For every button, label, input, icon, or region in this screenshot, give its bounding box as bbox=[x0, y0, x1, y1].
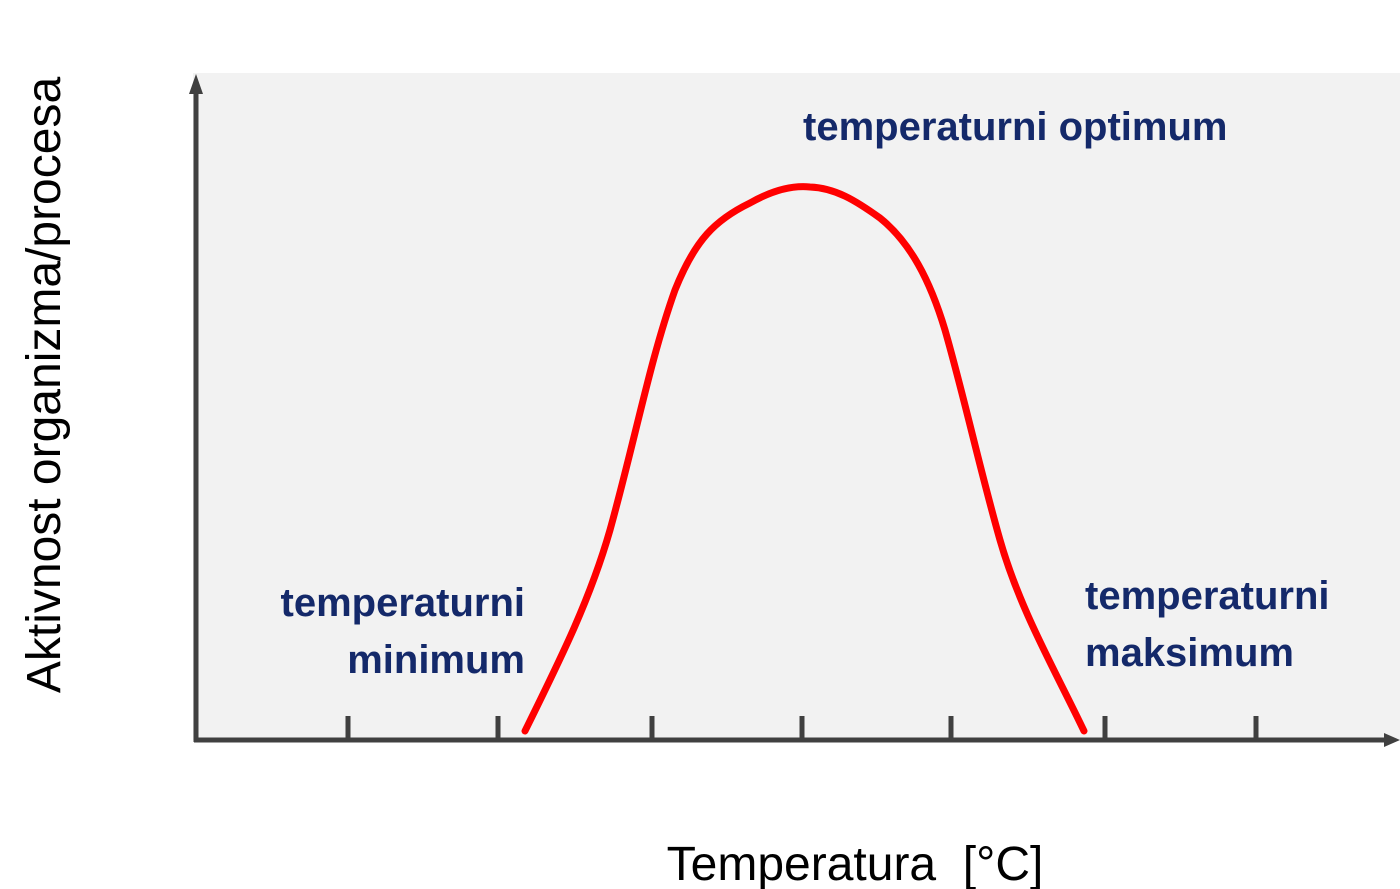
y-axis-arrow bbox=[189, 74, 203, 94]
ticks bbox=[345, 716, 1259, 740]
y-axis-label: Aktivnost organizma/procesa bbox=[18, 77, 71, 694]
x-axis-label: Temperatura [°C] bbox=[667, 838, 1044, 889]
maximum-label: temperaturni bbox=[1085, 574, 1330, 618]
maximum-label: maksimum bbox=[1085, 631, 1294, 675]
optimum-label: temperaturni optimum bbox=[803, 105, 1227, 149]
minimum-label: temperaturni bbox=[281, 581, 526, 625]
x-axis-arrow bbox=[1384, 733, 1400, 747]
axes bbox=[193, 88, 1390, 743]
minimum-label: minimum bbox=[347, 638, 525, 682]
activity-curve bbox=[521, 183, 1088, 735]
